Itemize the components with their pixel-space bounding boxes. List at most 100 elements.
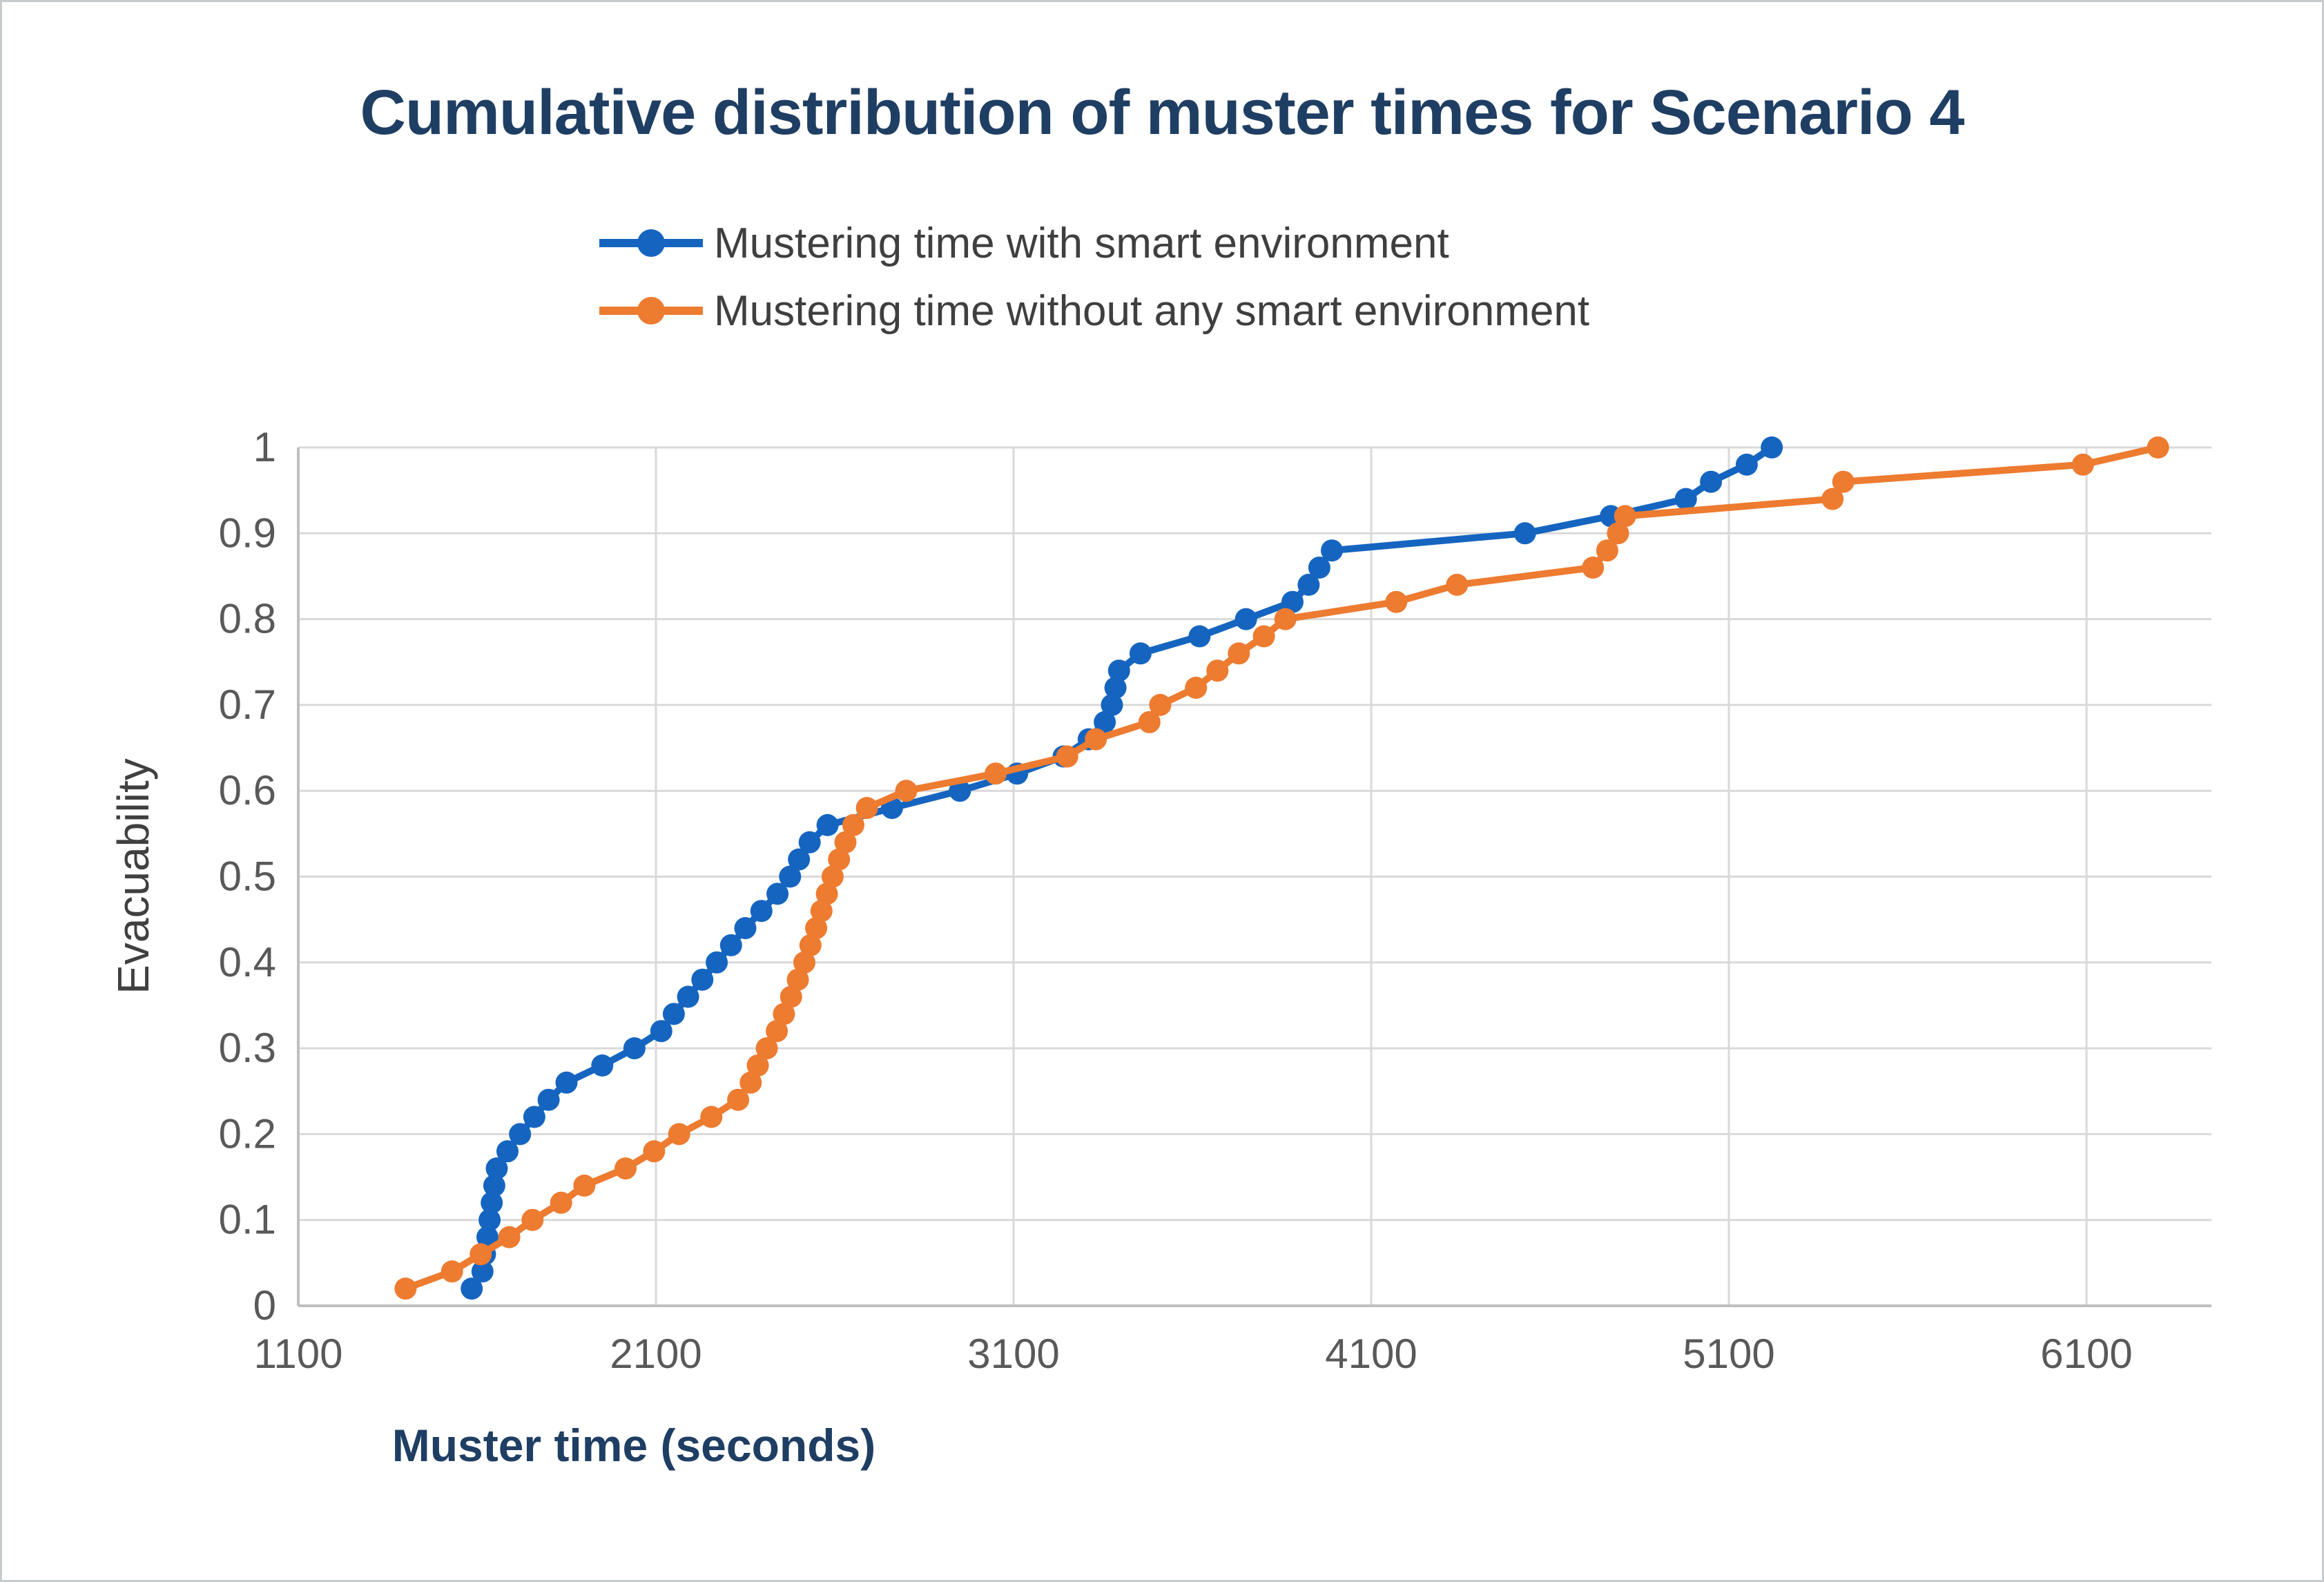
data-point-with-smart bbox=[1101, 693, 1123, 716]
data-point-with-smart bbox=[481, 1191, 503, 1214]
data-point-with-smart bbox=[1761, 436, 1783, 459]
data-point-without-smart bbox=[799, 934, 822, 956]
x-tick-label: 2100 bbox=[610, 1331, 701, 1377]
data-point-without-smart bbox=[440, 1260, 463, 1283]
data-point-with-smart bbox=[719, 934, 742, 956]
data-point-with-smart bbox=[1297, 573, 1320, 596]
y-tick-label: 0.2 bbox=[219, 1110, 276, 1157]
x-tick-label: 4100 bbox=[1325, 1331, 1417, 1377]
data-point-without-smart bbox=[521, 1208, 544, 1231]
data-point-with-smart bbox=[1188, 625, 1211, 648]
data-point-with-smart bbox=[591, 1054, 614, 1077]
data-point-with-smart bbox=[1234, 608, 1257, 630]
data-point-with-smart bbox=[1129, 642, 1152, 665]
x-tick-label: 1100 bbox=[253, 1331, 342, 1377]
data-point-with-smart bbox=[537, 1088, 560, 1111]
data-point-with-smart bbox=[523, 1106, 545, 1128]
data-point-with-smart bbox=[1735, 453, 1758, 476]
data-point-with-smart bbox=[766, 882, 789, 905]
data-point-with-smart bbox=[788, 848, 811, 871]
data-point-without-smart bbox=[1149, 693, 1172, 716]
data-point-with-smart bbox=[949, 780, 971, 802]
data-point-without-smart bbox=[755, 1037, 778, 1060]
data-point-without-smart bbox=[1446, 573, 1469, 596]
data-point-without-smart bbox=[700, 1106, 723, 1128]
data-point-without-smart bbox=[1274, 608, 1297, 630]
data-point-without-smart bbox=[821, 865, 844, 888]
data-point-without-smart bbox=[1138, 711, 1161, 733]
legend-label: Mustering time with smart environment bbox=[714, 219, 1449, 267]
series-line-with-smart bbox=[468, 444, 1776, 1293]
data-point-without-smart bbox=[1614, 505, 1636, 528]
data-point-without-smart bbox=[895, 780, 918, 802]
data-point-without-smart bbox=[793, 951, 815, 974]
data-point-without-smart bbox=[766, 1020, 788, 1043]
data-point-with-smart bbox=[1107, 659, 1130, 682]
legend: Mustering time with smart environment Mus… bbox=[599, 209, 1589, 345]
data-point-without-smart bbox=[842, 813, 864, 836]
y-axis-title: Evacuability bbox=[108, 758, 158, 994]
data-point-with-smart bbox=[485, 1157, 508, 1180]
data-point-without-smart bbox=[739, 1071, 762, 1094]
data-point-with-smart bbox=[1700, 470, 1723, 493]
data-point-without-smart bbox=[394, 1277, 417, 1300]
data-point-with-smart bbox=[496, 1140, 519, 1163]
data-point-without-smart bbox=[1206, 659, 1229, 682]
legend-label: Mustering time without any smart environ… bbox=[714, 287, 1590, 335]
data-point-without-smart bbox=[727, 1088, 750, 1111]
y-tick-label: 0.1 bbox=[219, 1197, 276, 1243]
data-point-without-smart bbox=[779, 985, 802, 1008]
data-point-with-smart bbox=[1321, 539, 1343, 562]
data-point-without-smart bbox=[810, 900, 833, 923]
data-point-without-smart bbox=[815, 882, 838, 905]
y-tick-label: 0.9 bbox=[219, 510, 276, 556]
data-point-without-smart bbox=[573, 1175, 596, 1197]
data-point-with-smart bbox=[1513, 522, 1536, 545]
data-point-with-smart bbox=[1281, 590, 1304, 613]
data-point-without-smart bbox=[1185, 677, 1208, 699]
data-point-with-smart bbox=[734, 917, 757, 940]
legend-item-with-smart: Mustering time with smart environment bbox=[599, 209, 1589, 277]
data-point-without-smart bbox=[1385, 590, 1408, 613]
data-point-with-smart bbox=[798, 831, 821, 853]
data-point-without-smart bbox=[1252, 625, 1275, 648]
legend-marker-icon bbox=[599, 297, 703, 325]
legend-marker-icon bbox=[599, 229, 703, 257]
data-point-without-smart bbox=[2147, 436, 2169, 459]
data-point-without-smart bbox=[1596, 539, 1618, 562]
data-point-with-smart bbox=[1674, 488, 1697, 510]
data-point-without-smart bbox=[773, 1003, 795, 1025]
data-point-without-smart bbox=[1821, 488, 1844, 510]
chart-title: Cumulative distribution of muster times … bbox=[360, 77, 1964, 148]
data-point-without-smart bbox=[805, 917, 828, 940]
data-point-with-smart bbox=[1104, 677, 1127, 699]
y-tick-label: 0.4 bbox=[219, 939, 276, 985]
series-line-without-smart bbox=[402, 444, 2162, 1293]
data-point-without-smart bbox=[985, 762, 1007, 785]
x-tick-label: 3100 bbox=[967, 1331, 1059, 1377]
y-tick-label: 0.8 bbox=[219, 596, 276, 642]
data-point-with-smart bbox=[471, 1260, 494, 1283]
data-point-without-smart bbox=[828, 848, 851, 871]
data-point-without-smart bbox=[1607, 522, 1629, 545]
data-point-with-smart bbox=[476, 1226, 498, 1248]
y-tick-label: 0.3 bbox=[219, 1025, 276, 1071]
data-point-with-smart bbox=[650, 1020, 672, 1043]
data-point-with-smart bbox=[750, 900, 773, 923]
data-point-with-smart bbox=[1308, 557, 1330, 579]
legend-item-without-smart: Mustering time without any smart environ… bbox=[599, 277, 1589, 345]
data-point-without-smart bbox=[614, 1157, 637, 1180]
data-point-without-smart bbox=[550, 1191, 572, 1214]
x-tick-label: 6100 bbox=[2040, 1331, 2132, 1377]
data-point-without-smart bbox=[498, 1226, 521, 1248]
data-point-with-smart bbox=[779, 865, 802, 888]
data-point-without-smart bbox=[469, 1243, 492, 1266]
x-tick-label: 5100 bbox=[1683, 1331, 1774, 1377]
data-point-without-smart bbox=[786, 968, 809, 991]
data-point-without-smart bbox=[1582, 557, 1605, 579]
data-point-with-smart bbox=[706, 951, 728, 974]
data-point-without-smart bbox=[643, 1140, 666, 1163]
y-tick-label: 0 bbox=[253, 1282, 276, 1329]
